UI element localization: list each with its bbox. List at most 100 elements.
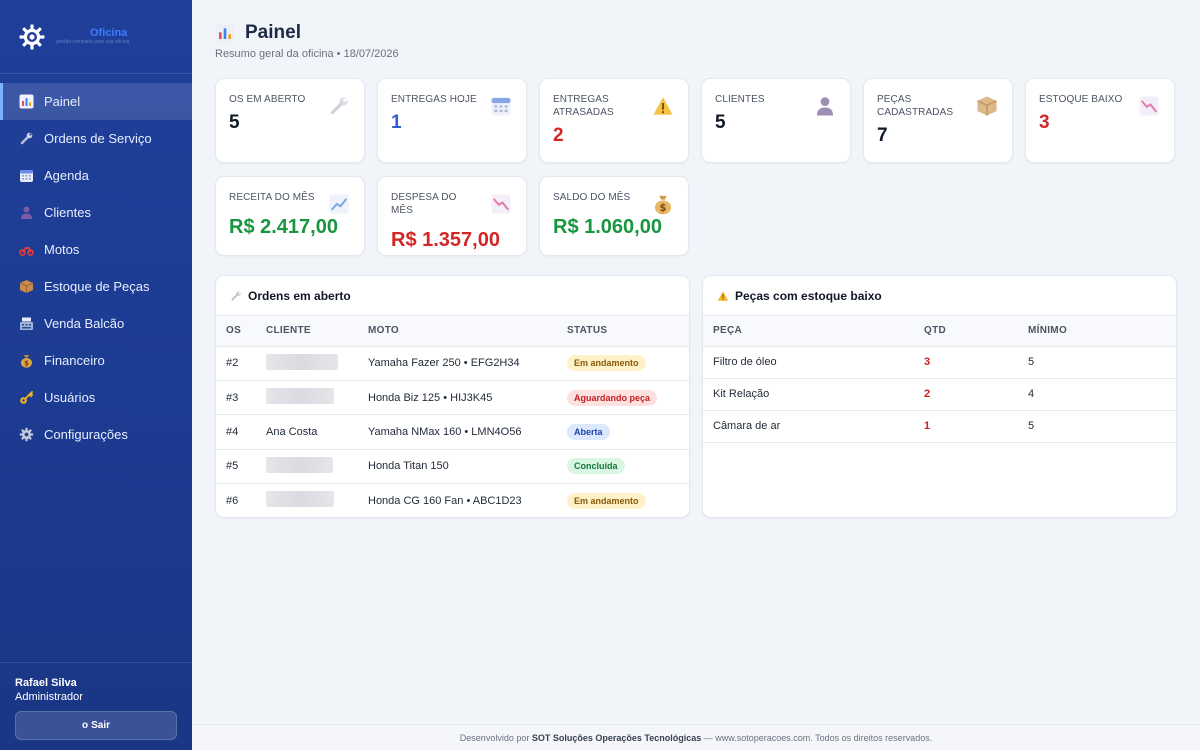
sidebar-item-motos[interactable]: Motos bbox=[0, 231, 192, 268]
stat-label: DESPESA DO MÊS bbox=[391, 192, 457, 216]
page-subtitle: Resumo geral da oficina • 18/07/2026 bbox=[215, 48, 399, 60]
sidebar-item-label: Financeiro bbox=[44, 353, 105, 368]
sidebar-item-financeiro[interactable]: $ Financeiro bbox=[0, 342, 192, 379]
table-row[interactable]: #4 Ana Costa Yamaha NMax 160 • LMN4O56 A… bbox=[216, 414, 689, 450]
redacted-client bbox=[266, 388, 334, 405]
sidebar-item-clientes[interactable]: Clientes bbox=[0, 194, 192, 231]
moto: Honda CG 160 Fan • ABC1D23 bbox=[358, 483, 557, 517]
sidebar-item-label: Estoque de Peças bbox=[44, 279, 150, 294]
logout-button[interactable]: o Sair bbox=[15, 711, 177, 740]
orders-panel: Ordens em aberto OS CLIENTE MOTO STATUS … bbox=[215, 275, 690, 518]
part-min: 5 bbox=[1018, 346, 1176, 379]
sidebar-item-label: Venda Balcão bbox=[44, 316, 125, 331]
person-icon bbox=[814, 95, 836, 117]
sidebar-item-ordens[interactable]: Ordens de Serviço bbox=[0, 120, 192, 157]
redacted-client bbox=[266, 456, 333, 473]
sidebar-item-usuarios[interactable]: Usuários bbox=[0, 379, 192, 416]
orders-table: OS CLIENTE MOTO STATUS #2 Yamaha Fazer 2… bbox=[216, 316, 689, 517]
sidebar-item-agenda[interactable]: Agenda bbox=[0, 157, 192, 194]
sidebar-item-label: Usuários bbox=[44, 390, 96, 405]
wrench-icon bbox=[328, 95, 350, 117]
redacted-client bbox=[266, 491, 334, 508]
brand[interactable]: Oficina gestão completa para sua oficina bbox=[0, 0, 192, 74]
part-name: Filtro de óleo bbox=[703, 346, 914, 379]
wrench-icon bbox=[229, 289, 242, 302]
stat-value: 5 bbox=[715, 112, 726, 133]
part-name: Câmara de ar bbox=[703, 410, 914, 443]
sidebar-item-configuracoes[interactable]: Configurações bbox=[0, 416, 192, 453]
stat-card-receita[interactable]: RECEITA DO MÊS R$ 2.417,00 bbox=[215, 176, 365, 256]
stat-card-estoque-baixo[interactable]: ESTOQUE BAIXO 3 bbox=[1025, 78, 1175, 163]
sidebar-item-estoque[interactable]: Estoque de Peças bbox=[0, 268, 192, 305]
low-stock-panel-title: Peças com estoque baixo bbox=[735, 288, 882, 303]
column-header[interactable]: OS bbox=[216, 316, 256, 347]
table-row[interactable]: #3 Honda Biz 125 • HIJ3K45 Aguardando pe… bbox=[216, 380, 689, 416]
moto: Yamaha NMax 160 • LMN4O56 bbox=[358, 414, 557, 450]
table-header-row: OS CLIENTE MOTO STATUS bbox=[216, 316, 689, 347]
box-icon bbox=[18, 279, 34, 295]
stat-card-clientes[interactable]: CLIENTES 5 bbox=[701, 78, 851, 163]
table-row[interactable]: #5 Honda Titan 150 Concluída bbox=[216, 449, 689, 485]
stat-value: R$ 2.417,00 bbox=[229, 216, 338, 238]
part-qty: 2 bbox=[914, 378, 1018, 411]
part-min: 5 bbox=[1018, 410, 1176, 443]
logout-icon: o bbox=[81, 720, 89, 731]
sidebar-item-painel[interactable]: Painel bbox=[0, 83, 192, 120]
stat-label: ENTREGAS ATRASADAS bbox=[553, 94, 614, 118]
gear-icon bbox=[18, 427, 34, 443]
stat-card-pecas[interactable]: PEÇAS CADASTRADAS 7 bbox=[863, 78, 1013, 163]
sidebar-item-label: Painel bbox=[44, 94, 81, 109]
client-name bbox=[256, 380, 358, 416]
stat-value: R$ 1.060,00 bbox=[553, 216, 662, 238]
stat-card-despesa[interactable]: DESPESA DO MÊS R$ 1.357,00 bbox=[377, 176, 527, 256]
table-header-row: PEÇA QTD MÍNIMO bbox=[703, 316, 1176, 347]
os-number: #4 bbox=[216, 414, 256, 450]
table-row[interactable]: Kit Relação 2 4 bbox=[703, 378, 1176, 411]
table-row[interactable]: Câmara de ar 1 5 bbox=[703, 410, 1176, 443]
stat-card-saldo[interactable]: SALDO DO MÊS R$ 1.060,00 $ bbox=[539, 176, 689, 256]
low-stock-panel: Peças com estoque baixo PEÇA QTD MÍNIMO … bbox=[702, 275, 1177, 518]
sidebar-item-label: Motos bbox=[44, 242, 80, 257]
sidebar-item-label: Ordens de Serviço bbox=[44, 131, 152, 146]
footer: Desenvolvido por SOT Soluções Operações … bbox=[192, 724, 1200, 750]
column-header[interactable]: STATUS bbox=[557, 316, 689, 347]
wrench-icon bbox=[18, 131, 34, 147]
moto: Honda Titan 150 bbox=[358, 449, 557, 485]
status-badge: Em andamento bbox=[567, 492, 646, 509]
column-header[interactable]: CLIENTE bbox=[256, 316, 358, 347]
trend-down-icon bbox=[490, 193, 512, 215]
stat-value: 5 bbox=[229, 112, 240, 133]
column-header[interactable]: PEÇA bbox=[703, 316, 914, 347]
stat-label: ENTREGAS HOJE bbox=[391, 94, 477, 105]
stat-label: RECEITA DO MÊS bbox=[229, 192, 315, 203]
status-badge: Aberta bbox=[567, 423, 610, 440]
status-badge: Concluída bbox=[567, 458, 625, 475]
trend-up-icon bbox=[328, 193, 350, 215]
footer-prefix: Desenvolvido por bbox=[459, 732, 530, 743]
part-min: 4 bbox=[1018, 378, 1176, 411]
table-row[interactable]: #6 Honda CG 160 Fan • ABC1D23 Em andamen… bbox=[216, 483, 689, 517]
part-qty: 3 bbox=[914, 346, 1018, 379]
table-row[interactable]: Filtro de óleo 3 5 bbox=[703, 346, 1176, 379]
status-cell: Em andamento bbox=[557, 483, 689, 517]
money-bag-icon: $ bbox=[18, 353, 34, 369]
low-stock-table: PEÇA QTD MÍNIMO Filtro de óleo 3 5 Kit R… bbox=[703, 316, 1176, 443]
brand-tagline: gestão completa para sua oficina bbox=[56, 39, 130, 45]
orders-panel-title: Ordens em aberto bbox=[248, 288, 351, 303]
table-row[interactable]: #2 Yamaha Fazer 250 • EFG2H34 Em andamen… bbox=[216, 346, 689, 381]
warning-icon bbox=[716, 289, 729, 302]
column-header[interactable]: MOTO bbox=[358, 316, 557, 347]
client-name bbox=[256, 449, 358, 485]
stat-card-entregas-hoje[interactable]: ENTREGAS HOJE 1 bbox=[377, 78, 527, 163]
sidebar-item-venda-balcao[interactable]: Venda Balcão bbox=[0, 305, 192, 342]
stat-card-entregas-atrasadas[interactable]: ENTREGAS ATRASADAS 2 bbox=[539, 78, 689, 163]
column-header[interactable]: QTD bbox=[914, 316, 1018, 347]
part-qty: 1 bbox=[914, 410, 1018, 443]
os-number: #2 bbox=[216, 346, 256, 381]
brand-name: Oficina bbox=[90, 27, 128, 39]
box-icon bbox=[976, 95, 998, 117]
status-cell: Em andamento bbox=[557, 346, 689, 381]
stat-card-os-aberto[interactable]: OS EM ABERTO 5 bbox=[215, 78, 365, 163]
stat-label: OS EM ABERTO bbox=[229, 94, 306, 105]
column-header[interactable]: MÍNIMO bbox=[1018, 316, 1176, 347]
